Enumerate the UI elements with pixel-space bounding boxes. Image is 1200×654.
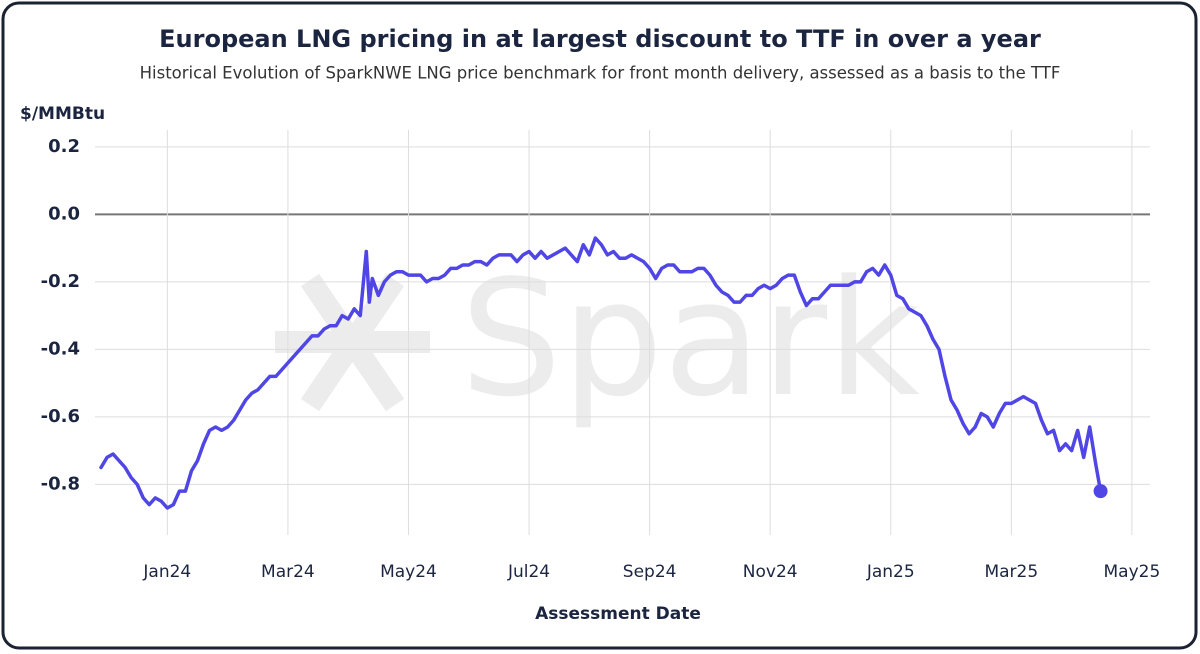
x-axis-label: Assessment Date	[535, 604, 701, 624]
y-tick-label: -0.6	[41, 406, 80, 427]
watermark-logo	[275, 273, 430, 412]
y-tick-label: 0.0	[48, 203, 80, 224]
x-tick-label: May25	[1104, 562, 1161, 582]
y-tick-label: 0.2	[48, 136, 80, 157]
price-line	[99, 236, 1103, 510]
y-tick-label: -0.8	[41, 473, 80, 494]
chart-subtitle: Historical Evolution of SparkNWE LNG pri…	[140, 64, 1061, 83]
chart-title: European LNG pricing in at largest disco…	[159, 25, 1041, 53]
x-tick-label: Mar24	[261, 562, 315, 582]
x-tick-label: Nov24	[743, 562, 798, 582]
end-marker	[1093, 484, 1108, 499]
x-tick-label: Jul24	[507, 562, 550, 582]
y-tick-label: -0.4	[41, 338, 80, 359]
watermark: Spark	[460, 245, 920, 432]
y-tick-label: -0.2	[41, 271, 80, 292]
x-tick-label: Mar25	[984, 562, 1038, 582]
x-tick-label: Jan25	[866, 562, 915, 582]
y-axis-label: $/MMBtu	[20, 104, 105, 124]
x-tick-label: May24	[380, 562, 437, 582]
x-tick-label: Sep24	[623, 562, 677, 582]
x-tick-label: Jan24	[142, 562, 191, 582]
